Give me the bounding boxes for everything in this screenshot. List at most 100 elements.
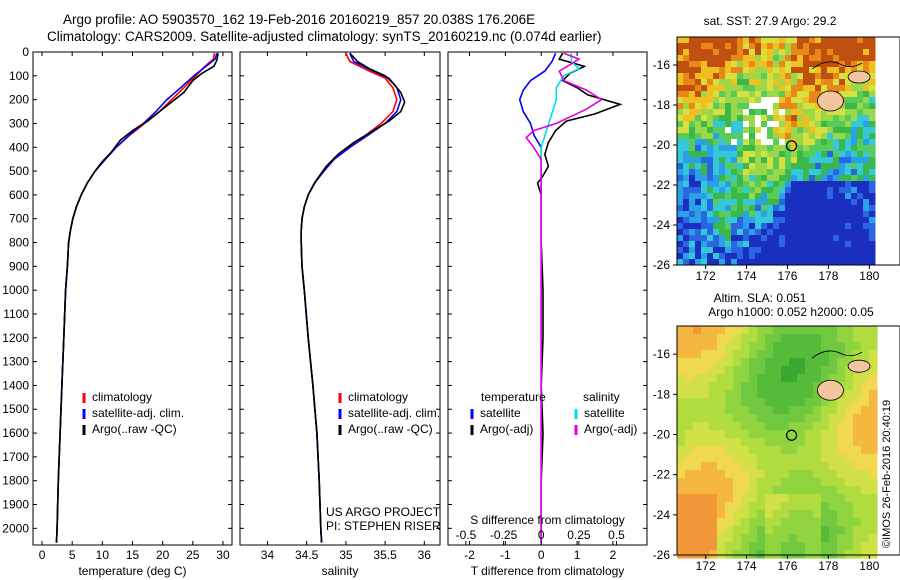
map-cell xyxy=(809,259,816,266)
y-tick-label: 700 xyxy=(9,212,29,226)
map-cell xyxy=(701,157,708,164)
map-cell xyxy=(805,462,814,471)
map-cell xyxy=(839,241,846,248)
map-cell xyxy=(815,217,822,224)
map-cell xyxy=(869,398,878,407)
map-cell xyxy=(869,229,876,236)
header-line-2: Climatology: CARS2009. Satellite-adjuste… xyxy=(47,29,602,44)
map-cell xyxy=(869,91,876,98)
map-y-tick-label: -22 xyxy=(653,178,671,192)
map-cell xyxy=(837,374,846,383)
map-cell xyxy=(821,550,830,559)
map-cell xyxy=(731,67,738,74)
map-cell xyxy=(813,422,822,431)
map-cell xyxy=(685,390,694,399)
map-cell xyxy=(709,478,718,487)
map-y-tick-label: -20 xyxy=(653,138,671,152)
map-cell xyxy=(725,115,732,122)
map-cell xyxy=(829,542,838,551)
map-cell xyxy=(827,79,834,86)
map-cell xyxy=(717,438,726,447)
map-cell xyxy=(689,163,696,170)
map-cell xyxy=(869,157,876,164)
map-cell xyxy=(791,49,798,56)
map-cell xyxy=(789,374,798,383)
map-y-tick-label: -18 xyxy=(653,387,671,401)
map-cell xyxy=(709,454,718,463)
map-cell xyxy=(857,253,864,260)
map-cell xyxy=(707,247,714,254)
map-cell xyxy=(737,259,744,266)
map-cell xyxy=(839,121,846,128)
map-cell xyxy=(677,326,686,335)
map-cell xyxy=(791,55,798,62)
map-cell xyxy=(827,253,834,260)
map-cell xyxy=(861,446,870,455)
map-cell xyxy=(803,121,810,128)
map-cell xyxy=(821,534,830,543)
map-cell xyxy=(805,518,814,527)
map-cell xyxy=(707,205,714,212)
map-cell xyxy=(863,127,870,134)
map-cell xyxy=(767,253,774,260)
map-cell xyxy=(845,103,852,110)
map-cell xyxy=(851,187,858,194)
map-cell xyxy=(717,358,726,367)
map-cell xyxy=(779,211,786,218)
map-cell xyxy=(731,247,738,254)
map-cell xyxy=(833,121,840,128)
map-cell xyxy=(821,350,830,359)
map-cell xyxy=(837,454,846,463)
map-cell xyxy=(829,438,838,447)
map-cell xyxy=(677,115,684,122)
map-cell xyxy=(821,494,830,503)
map-cell xyxy=(833,67,840,74)
map-cell xyxy=(821,55,828,62)
map-cell xyxy=(821,67,828,74)
map-cell xyxy=(689,103,696,110)
map-cell xyxy=(737,163,744,170)
map-cell xyxy=(701,145,708,152)
map-cell xyxy=(683,259,690,266)
header-line-1: Argo profile: AO 5903570_162 19-Feb-2016… xyxy=(63,12,536,27)
map-cell xyxy=(725,382,734,391)
map-cell xyxy=(749,550,758,559)
map-cell xyxy=(761,73,768,80)
map-cell xyxy=(869,199,876,206)
map-cell xyxy=(797,334,806,343)
argo-position-marker xyxy=(785,429,798,441)
map-cell xyxy=(737,229,744,236)
map-cell xyxy=(743,211,750,218)
map-cell xyxy=(701,398,710,407)
map-cell xyxy=(733,462,742,471)
map-cell xyxy=(839,139,846,146)
map-cell xyxy=(827,169,834,176)
map-cell xyxy=(755,187,762,194)
map-cell xyxy=(797,187,804,194)
map-cell xyxy=(785,259,792,266)
map-cell xyxy=(677,127,684,134)
map-cell xyxy=(695,145,702,152)
map-cell xyxy=(693,342,702,351)
map-cell xyxy=(857,217,864,224)
map-cell xyxy=(845,67,852,74)
map-cell xyxy=(677,259,684,266)
map-cell xyxy=(733,438,742,447)
island-shape xyxy=(847,359,871,373)
map-cell xyxy=(837,542,846,551)
map-cell xyxy=(749,229,756,236)
map-cell xyxy=(677,478,686,487)
map-cell xyxy=(695,97,702,104)
map-cell xyxy=(749,414,758,423)
map-cell xyxy=(869,49,876,56)
map-cell xyxy=(797,235,804,242)
map-cell xyxy=(773,49,780,56)
map-cell xyxy=(701,438,710,447)
map-cell xyxy=(709,334,718,343)
map-cell xyxy=(837,422,846,431)
map-cell xyxy=(857,229,864,236)
map-cell xyxy=(743,199,750,206)
x-tick-label: 20 xyxy=(156,548,170,562)
map-cell xyxy=(781,382,790,391)
map-cell xyxy=(755,145,762,152)
